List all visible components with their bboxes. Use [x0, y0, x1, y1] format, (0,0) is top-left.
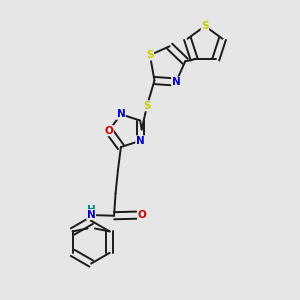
- Text: S: S: [143, 101, 151, 111]
- Text: N: N: [136, 136, 145, 146]
- Text: S: S: [146, 50, 154, 60]
- Text: N: N: [116, 109, 125, 119]
- Text: N: N: [172, 77, 180, 87]
- Text: O: O: [138, 210, 147, 220]
- Text: O: O: [105, 126, 113, 136]
- Text: S: S: [201, 21, 209, 31]
- Text: H: H: [87, 205, 95, 215]
- Text: N: N: [87, 209, 95, 220]
